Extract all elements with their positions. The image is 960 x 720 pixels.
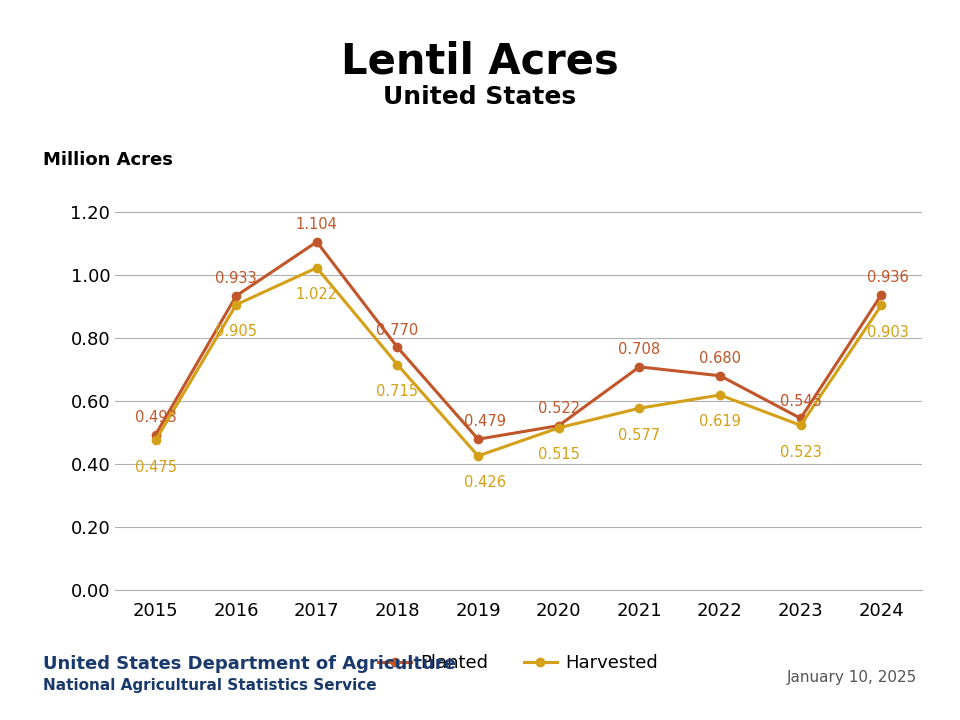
Text: Million Acres: Million Acres bbox=[43, 151, 173, 169]
Text: United States: United States bbox=[383, 85, 577, 109]
Text: 0.680: 0.680 bbox=[699, 351, 741, 366]
Text: 0.515: 0.515 bbox=[538, 447, 580, 462]
Planted bbox=[714, 372, 726, 380]
Text: United States Department of Agriculture: United States Department of Agriculture bbox=[43, 655, 456, 673]
Text: 0.545: 0.545 bbox=[780, 394, 822, 409]
Text: 0.426: 0.426 bbox=[464, 475, 506, 490]
Planted bbox=[553, 421, 564, 430]
Harvested bbox=[230, 300, 242, 309]
Text: 0.903: 0.903 bbox=[867, 325, 909, 340]
Line: Planted: Planted bbox=[152, 238, 885, 444]
Planted bbox=[230, 292, 242, 300]
Text: 0.770: 0.770 bbox=[376, 323, 419, 338]
Planted bbox=[150, 431, 161, 439]
Text: Lentil Acres: Lentil Acres bbox=[341, 40, 619, 82]
Harvested bbox=[472, 451, 484, 460]
Planted bbox=[634, 363, 645, 372]
Text: 0.708: 0.708 bbox=[618, 342, 660, 357]
Harvested bbox=[795, 421, 806, 430]
Text: 0.475: 0.475 bbox=[134, 460, 177, 475]
Text: 0.522: 0.522 bbox=[538, 401, 580, 416]
Text: 0.619: 0.619 bbox=[699, 415, 741, 429]
Text: 0.715: 0.715 bbox=[376, 384, 419, 399]
Text: National Agricultural Statistics Service: National Agricultural Statistics Service bbox=[43, 678, 377, 693]
Planted bbox=[392, 343, 403, 351]
Harvested bbox=[634, 404, 645, 413]
Line: Harvested: Harvested bbox=[152, 264, 885, 460]
Planted bbox=[795, 414, 806, 423]
Text: 0.493: 0.493 bbox=[134, 410, 177, 425]
Planted bbox=[311, 238, 323, 246]
Planted bbox=[876, 291, 887, 300]
Text: 0.933: 0.933 bbox=[215, 271, 257, 286]
Planted bbox=[472, 435, 484, 444]
Text: 0.905: 0.905 bbox=[215, 324, 257, 339]
Text: 0.523: 0.523 bbox=[780, 445, 822, 460]
Text: January 10, 2025: January 10, 2025 bbox=[786, 670, 917, 685]
Text: 0.577: 0.577 bbox=[618, 428, 660, 443]
Harvested bbox=[311, 264, 323, 272]
Harvested bbox=[553, 423, 564, 432]
Harvested bbox=[876, 301, 887, 310]
Text: 0.479: 0.479 bbox=[464, 415, 506, 429]
Text: 0.936: 0.936 bbox=[867, 270, 909, 285]
Harvested bbox=[392, 361, 403, 369]
Harvested bbox=[150, 436, 161, 445]
Harvested bbox=[714, 391, 726, 400]
Text: 1.104: 1.104 bbox=[296, 217, 338, 232]
Text: 1.022: 1.022 bbox=[296, 287, 338, 302]
Legend: Planted, Harvested: Planted, Harvested bbox=[372, 647, 665, 679]
